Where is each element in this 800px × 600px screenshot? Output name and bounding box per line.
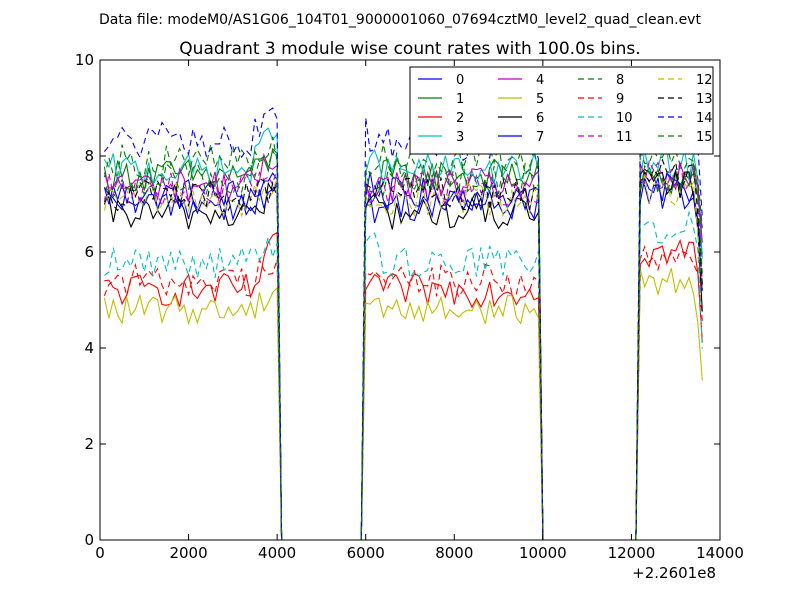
- legend-label-10: 10: [616, 111, 633, 126]
- legend-box: [409, 66, 714, 155]
- legend-label-7: 7: [536, 130, 544, 145]
- x-tick-label: 8000: [435, 544, 473, 562]
- series-line-12: [103, 175, 703, 540]
- x-tick-label: 6000: [347, 544, 385, 562]
- legend-label-6: 6: [536, 111, 544, 126]
- series-line-6: [104, 168, 703, 540]
- series-line-15: [104, 149, 703, 540]
- x-tick-label: 10000: [519, 544, 567, 562]
- series-line-7: [103, 171, 703, 540]
- plot-frame: [99, 59, 721, 541]
- y-tick-label: 4: [84, 339, 94, 357]
- x-axis-offset-label: +2.2601e8: [632, 564, 716, 582]
- series-line-2: [104, 231, 703, 540]
- legend-label-11: 11: [616, 130, 633, 145]
- x-tick-label: 0: [95, 544, 105, 562]
- y-tick-label: 0: [84, 531, 94, 549]
- legend-label-3: 3: [456, 130, 464, 145]
- series-line-4: [103, 152, 703, 540]
- x-tick-label: 2000: [169, 544, 207, 562]
- x-tick-label: 12000: [608, 544, 656, 562]
- legend-label-0: 0: [456, 73, 464, 88]
- legend-label-2: 2: [456, 111, 464, 126]
- legend-label-12: 12: [696, 73, 713, 88]
- legend-label-14: 14: [696, 111, 713, 126]
- series-line-13: [103, 158, 703, 540]
- series-line-10: [104, 210, 703, 540]
- y-tick-label: 6: [84, 243, 94, 261]
- legend-label-9: 9: [616, 92, 624, 107]
- y-tick-label: 2: [84, 435, 94, 453]
- series-line-9: [103, 245, 703, 540]
- legend-label-1: 1: [456, 92, 464, 107]
- series-line-1: [103, 147, 703, 540]
- legend-label-15: 15: [696, 130, 713, 145]
- y-tick-label: 10: [75, 51, 94, 69]
- series-line-14: [103, 100, 703, 540]
- series-line-11: [103, 160, 703, 540]
- legend-label-13: 13: [696, 92, 713, 107]
- y-tick-label: 8: [84, 147, 94, 165]
- chart-title: Quadrant 3 module wise count rates with …: [179, 39, 640, 59]
- series-line-3: [103, 127, 703, 540]
- series-layer: [103, 100, 703, 540]
- series-line-8: [103, 136, 703, 540]
- legend-label-5: 5: [536, 92, 544, 107]
- x-tick-label: 14000: [696, 544, 744, 562]
- legend-label-8: 8: [616, 73, 624, 88]
- figure-suptitle: Data file: modeM0/AS1G06_104T01_90000010…: [99, 12, 701, 28]
- x-tick-label: 4000: [258, 544, 296, 562]
- legend-label-4: 4: [536, 73, 544, 88]
- series-line-5: [103, 268, 703, 540]
